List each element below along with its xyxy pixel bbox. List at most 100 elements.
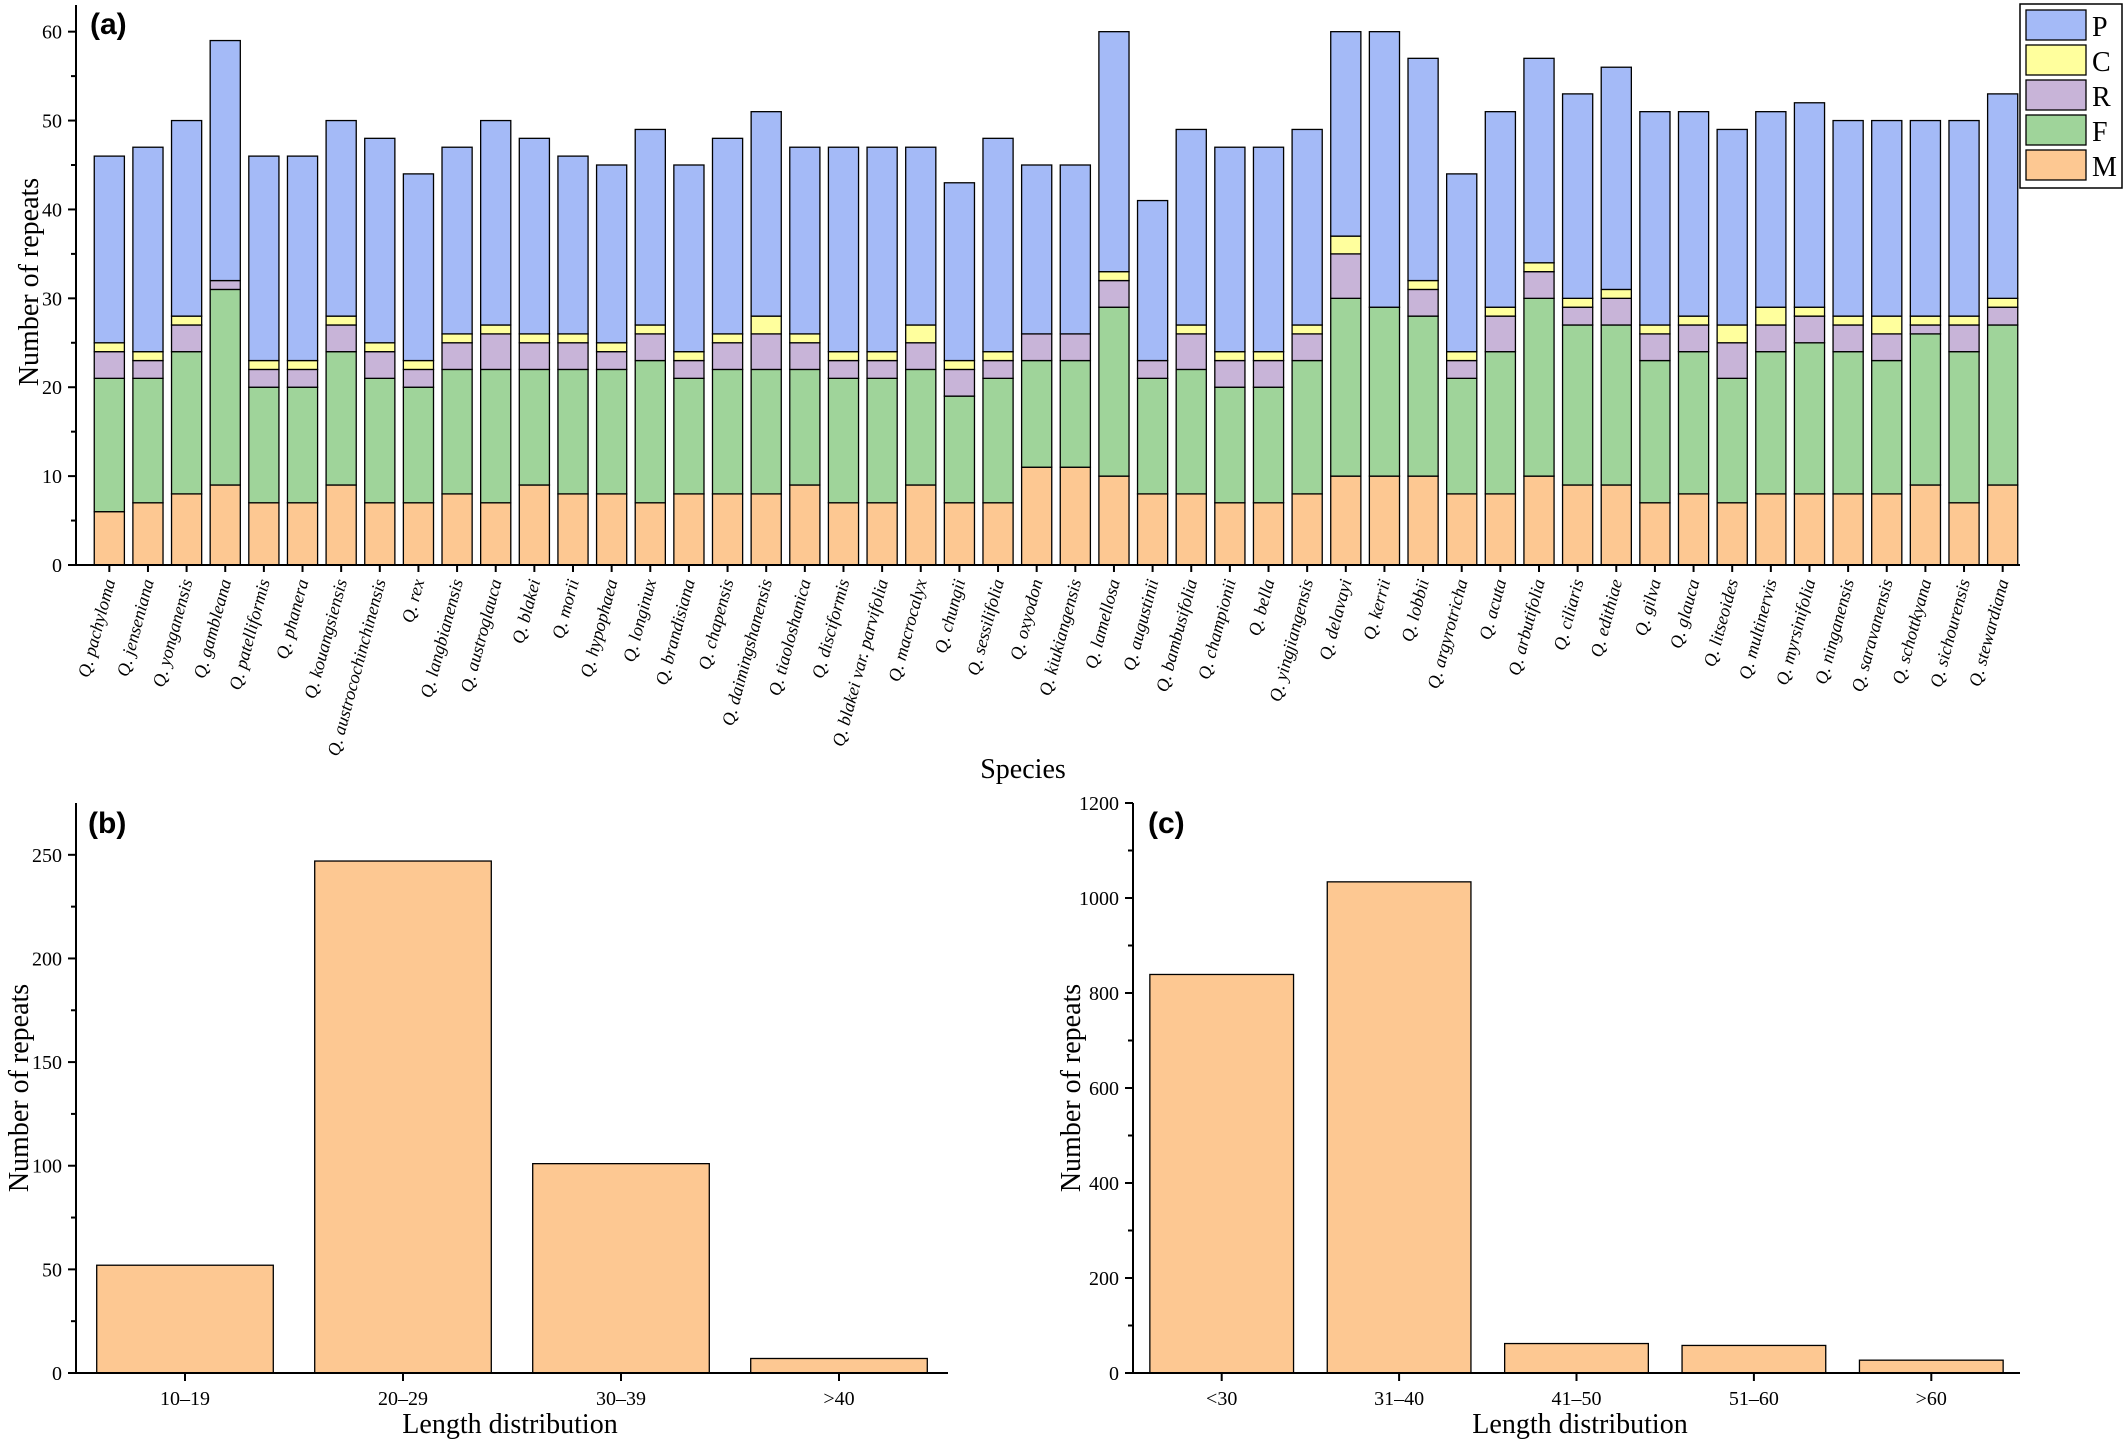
legend-label-f: F <box>2092 117 2108 148</box>
bar-segment-c-q-glauca <box>1677 315 1710 326</box>
bar-segment-p-q-austroglauca <box>480 119 512 326</box>
bar-segment-p-q-rex <box>402 173 435 362</box>
bar-segment-r-q-macrocalyx <box>905 342 937 371</box>
bar-segment-m-q-morii <box>557 493 589 566</box>
bar-segment-p-q-morii <box>557 155 589 335</box>
bar-segment-m-q-austrocochinchinensis <box>364 502 396 566</box>
bar-segment-p-q-lobbii <box>1407 57 1439 282</box>
bar-segment-p-q-patelliformis <box>248 155 280 362</box>
panel-c-label: (c) <box>1148 807 1185 840</box>
bar-segment-f-q-lamellosa <box>1098 306 1130 477</box>
x-tick-label-q-bella: Q. bella <box>1244 577 1278 638</box>
bar-segment-m-q-austroglauca <box>480 502 512 566</box>
bar-segment-r-q-brandisiana <box>673 359 705 379</box>
bar-segment-r-q-austrocochinchinensis <box>364 351 396 379</box>
bar-segment-p-q-langbianensis <box>441 146 473 335</box>
bar-segment-f-q-tiaoloshanica <box>789 368 821 486</box>
bar-segment-c-q-multinervis <box>1755 306 1787 326</box>
bar-segment-p-q-gilva <box>1639 111 1671 326</box>
bar-segment-r-q-yonganensis <box>170 324 203 353</box>
bar-segment-f-q-ninganensis <box>1832 351 1864 495</box>
x-tick-label-q-pachyloma: Q. pachyloma <box>74 577 119 680</box>
bar-segment-r-q-kiukiangensis <box>1059 333 1092 362</box>
bar-segment-c-q-chapensis <box>711 333 744 344</box>
bar-segment-p-q-daimingshanensis <box>750 111 782 317</box>
bar-segment-p-q-bambusifolia <box>1175 128 1207 326</box>
panel-a-x-axis-title: Species <box>980 754 1066 785</box>
bar-segment-r-q-augustinii <box>1136 359 1169 379</box>
bar-segment-m-q-jenseniana <box>132 502 164 566</box>
bar-segment-p-q-gambleana <box>209 39 241 282</box>
bar-segment-m-q-longinux <box>634 502 666 566</box>
panel-b-x-ticks: 10–19 20–29 30–39 >40 <box>160 1373 855 1410</box>
bar-segment-p-q-pachyloma <box>93 155 126 344</box>
bar-31-40 <box>1326 881 1472 1374</box>
bar-segment-m-q-delavayi <box>1330 475 1362 566</box>
bar-segment-p-q-kouangsiensis <box>325 119 357 317</box>
bar-segment-r-q-hypophaea <box>595 351 628 371</box>
bar-segment-c-q-patelliformis <box>248 359 280 371</box>
bar-segment-r-q-argyrotricha <box>1446 359 1478 379</box>
panel-a-label: (a) <box>90 8 127 41</box>
bar-segment-p-q-arbutifolia <box>1523 57 1555 264</box>
x-tick-label-q-myrsinifolia: Q. myrsinifolia <box>1772 577 1820 687</box>
bar-segment-f-q-gilva <box>1639 359 1671 504</box>
x-tick-label-q-arbutifolia: Q. arbutifolia <box>1504 577 1549 678</box>
x-tick-label-q-chapensis: Q. chapensis <box>694 577 737 672</box>
panel-a-y-ticks: 0 10 20 30 40 50 60 <box>42 22 76 577</box>
panel-b-bars <box>96 860 928 1374</box>
bar-segment-f-q-langbianensis <box>441 368 473 495</box>
bar-40 <box>750 1357 928 1374</box>
bar-segment-r-q-chungii <box>943 368 976 397</box>
bar-segment-f-q-kiukiangensis <box>1059 359 1092 468</box>
y-tick-label-400: 400 <box>1089 1173 1119 1195</box>
bar-segment-f-q-championii <box>1214 386 1246 504</box>
panel-b-label: (b) <box>88 807 126 840</box>
x-tick-label-q-disciformis: Q. disciformis <box>808 577 854 681</box>
bar-segment-c-q-kouangsiensis <box>325 315 357 326</box>
x-tick-label-q-lobbii: Q. lobbii <box>1397 577 1433 644</box>
bar-segment-p-q-chapensis <box>711 137 744 335</box>
bar-segment-m-q-phanera <box>286 502 319 566</box>
bar-segment-r-q-edithiae <box>1600 297 1632 326</box>
bar-segment-c-q-langbianensis <box>441 333 473 344</box>
bar-segment-p-q-acuta <box>1484 111 1517 308</box>
bar-segment-f-q-brandisiana <box>673 377 705 495</box>
panel-c-x-axis-title: Length distribution <box>1472 1409 1687 1440</box>
bar-segment-f-q-morii <box>557 368 589 495</box>
bar-segment-m-q-daimingshanensis <box>750 493 782 566</box>
x-tick-label-q-litseoides: Q. litseoides <box>1699 577 1742 669</box>
legend-label-c: C <box>2092 47 2111 78</box>
bar-segment-f-q-chungii <box>943 395 976 504</box>
bar-segment-r-q-litseoides <box>1716 342 1748 379</box>
bar-segment-f-q-multinervis <box>1755 351 1787 495</box>
y-tick-label-150: 150 <box>32 1052 62 1074</box>
bar-segment-p-q-multinervis <box>1755 111 1787 308</box>
bar-segment-p-q-tiaoloshanica <box>789 146 821 335</box>
bar-segment-p-q-macrocalyx <box>905 146 937 326</box>
x-tick-label-q-glauca: Q. glauca <box>1666 577 1704 651</box>
bar-segment-f-q-schottkyana <box>1909 333 1942 486</box>
panel-b-x-axis-title: Length distribution <box>402 1409 617 1440</box>
x-tick-label-q-gilva: Q. gilva <box>1630 577 1664 638</box>
bar-segment-r-q-kouangsiensis <box>325 324 357 353</box>
panel-a-bars <box>93 31 2019 566</box>
bar-segment-r-q-sessilifolia <box>982 359 1014 379</box>
bar-segment-c-q-stewardiana <box>1986 297 2019 308</box>
bar-segment-r-q-phanera <box>286 368 319 388</box>
bar-segment-r-q-lobbii <box>1407 288 1439 317</box>
bar-segment-c-q-lamellosa <box>1098 271 1130 282</box>
y-tick-label-0: 0 <box>52 555 62 577</box>
bar-segment-c-q-daimingshanensis <box>750 315 782 335</box>
bar-30-39 <box>532 1163 710 1374</box>
bar-segment-m-q-arbutifolia <box>1523 475 1555 566</box>
bar-segment-c-q-ninganensis <box>1832 315 1864 326</box>
bar-segment-r-q-langbianensis <box>441 342 473 371</box>
x-tick-label-20-29: 20–29 <box>378 1388 428 1410</box>
x-tick-label-q-rex: Q. rex <box>398 577 429 625</box>
bar-segment-f-q-bella <box>1252 386 1285 504</box>
bar-segment-p-q-schottkyana <box>1909 119 1942 317</box>
bar-segment-r-q-yingjiangensis <box>1291 333 1323 362</box>
bar-segment-r-q-saravanensis <box>1871 333 1903 362</box>
bar-segment-f-q-bambusifolia <box>1175 368 1207 495</box>
